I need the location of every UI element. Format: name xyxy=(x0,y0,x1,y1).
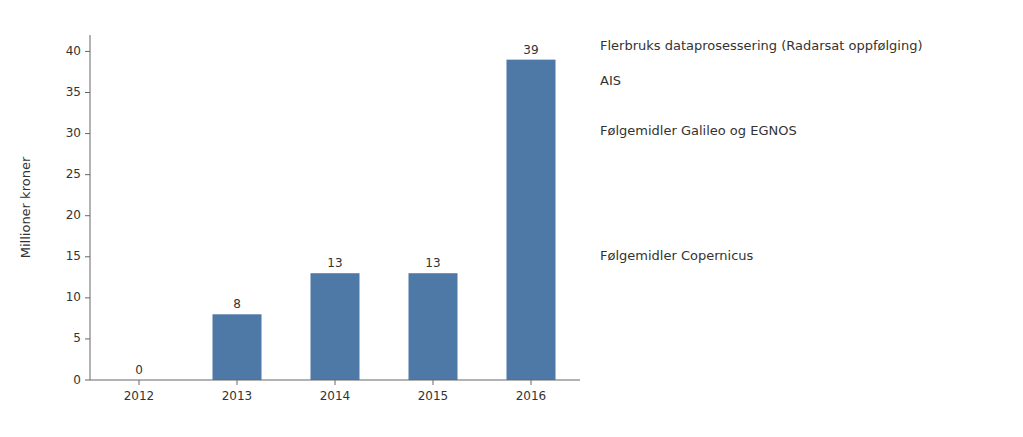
chart-svg: 0 5 10 15 20 25 30 35 40 2012 2013 2014 2015 2016 Mill… xyxy=(0,0,1023,437)
y-tick xyxy=(85,174,90,175)
y-tick xyxy=(85,92,90,93)
y-axis-label: Millioner kroner xyxy=(18,156,33,258)
y-tick-label: 0 xyxy=(73,373,81,387)
y-tick xyxy=(85,133,90,134)
chart-container: 0 5 10 15 20 25 30 35 40 2012 2013 2014 2015 2016 Mill… xyxy=(0,0,1023,437)
x-tick-label: 2012 xyxy=(124,389,155,403)
y-tick-label: 25 xyxy=(66,167,81,181)
y-tick-label: 5 xyxy=(73,331,81,345)
annotations: Flerbruks dataprosessering (Radarsat opp… xyxy=(600,38,923,263)
y-tick xyxy=(85,215,90,216)
x-tick-label: 2016 xyxy=(516,389,547,403)
y-tick xyxy=(85,380,90,381)
annotation: Flerbruks dataprosessering (Radarsat opp… xyxy=(600,38,923,53)
x-tick xyxy=(237,380,238,385)
x-tick xyxy=(433,380,434,385)
y-tick-label: 20 xyxy=(66,208,81,222)
data-label: 0 xyxy=(135,363,143,377)
bars xyxy=(213,60,556,380)
data-labels: 0 8 13 13 39 xyxy=(135,43,538,377)
bar xyxy=(213,314,262,380)
y-tick xyxy=(85,256,90,257)
y-tick-label: 40 xyxy=(66,44,81,58)
annotation: AIS xyxy=(600,73,621,88)
x-tick-label: 2015 xyxy=(418,389,449,403)
axes: 0 5 10 15 20 25 30 35 40 2012 2013 2014 2015 2016 xyxy=(66,35,580,403)
y-axis-line xyxy=(90,35,91,380)
x-tick-label: 2014 xyxy=(320,389,351,403)
x-tick xyxy=(139,380,140,385)
data-label: 13 xyxy=(327,256,342,270)
y-tick xyxy=(85,297,90,298)
bar xyxy=(311,273,360,380)
bar xyxy=(507,60,556,380)
y-tick xyxy=(85,338,90,339)
x-tick xyxy=(531,380,532,385)
data-label: 8 xyxy=(233,297,241,311)
bar xyxy=(409,273,458,380)
y-tick-label: 15 xyxy=(66,249,81,263)
x-tick xyxy=(335,380,336,385)
page: {"chart_data": {"type": "bar", "categori… xyxy=(0,0,1023,437)
y-tick-label: 30 xyxy=(66,126,81,140)
data-label: 39 xyxy=(523,43,538,57)
data-label: 13 xyxy=(425,256,440,270)
y-tick-label: 35 xyxy=(66,85,81,99)
x-tick-label: 2013 xyxy=(222,389,253,403)
y-tick-label: 10 xyxy=(66,290,81,304)
y-tick xyxy=(85,51,90,52)
annotation: Følgemidler Copernicus xyxy=(600,248,754,263)
annotation: Følgemidler Galileo og EGNOS xyxy=(600,123,797,138)
